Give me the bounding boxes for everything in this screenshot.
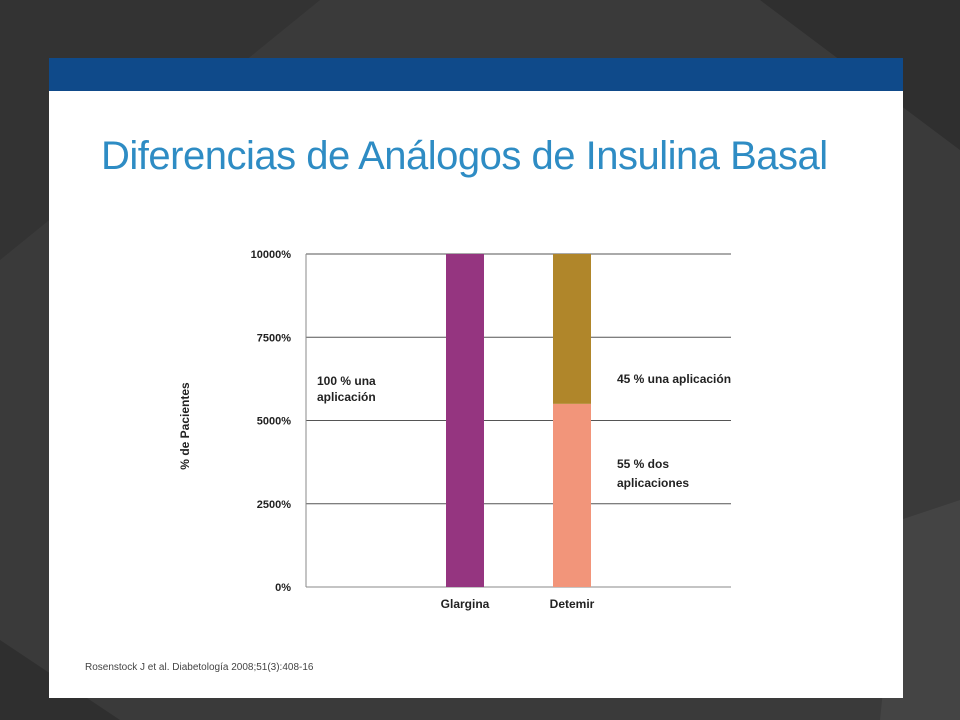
y-tick-label: 0%	[275, 582, 291, 594]
y-tick-label: 2500%	[257, 499, 291, 511]
header-band	[49, 58, 903, 91]
x-tick-label-detemir: Detemir	[550, 597, 595, 611]
annotation-glargina-line1: 100 % una	[317, 374, 376, 388]
bar-glargina-segment-1	[446, 254, 484, 587]
bar-detemir-segment-1	[553, 403, 591, 587]
x-tick-label-glargina: Glargina	[441, 597, 490, 611]
slide: Diferencias de Análogos de Insulina Basa…	[49, 58, 903, 698]
bar-detemir-segment-2	[553, 254, 591, 404]
annotation-glargina-line2: aplicación	[317, 390, 376, 404]
slide-title: Diferencias de Análogos de Insulina Basa…	[101, 134, 828, 178]
y-tick-labels: 0% 2500% 5000% 7500% 10000%	[251, 249, 292, 594]
y-tick-label: 10000%	[251, 249, 292, 261]
y-tick-label: 5000%	[257, 416, 291, 428]
bars	[446, 254, 591, 587]
gridlines	[305, 253, 731, 588]
annotation-detemir-dos-line2: aplicaciones	[617, 476, 689, 490]
x-tick-labels: Glargina Detemir	[441, 597, 595, 611]
annotation-detemir-una: 45 % una aplicación	[617, 372, 731, 386]
annotation-detemir-dos-line1: 55 % dos	[617, 457, 669, 471]
y-tick-label: 7500%	[257, 332, 291, 344]
y-axis-label: % de Pacientes	[178, 382, 192, 470]
bar-chart: 0%2500%5000%7500%10000% Glargina Detemir …	[178, 249, 731, 611]
citation: Rosenstock J et al. Diabetología 2008;51…	[85, 662, 314, 673]
